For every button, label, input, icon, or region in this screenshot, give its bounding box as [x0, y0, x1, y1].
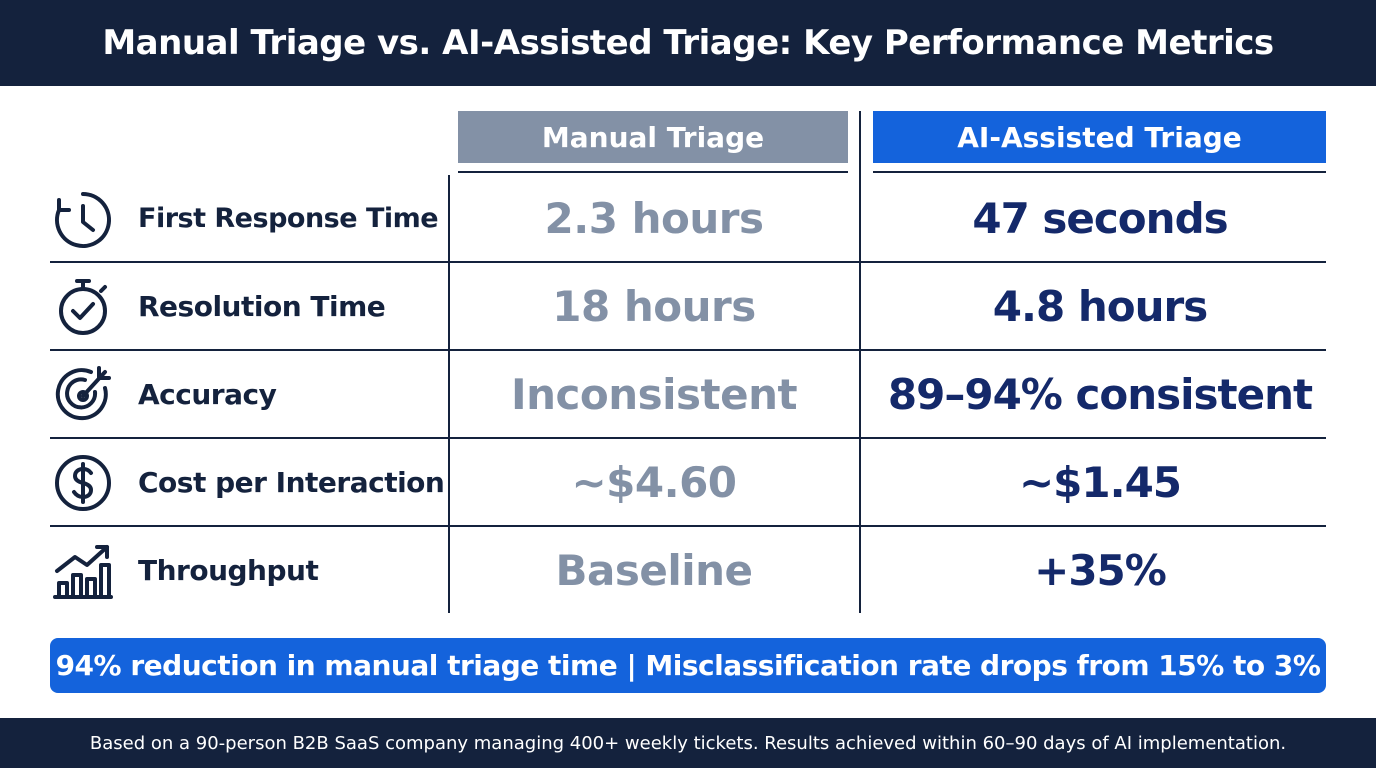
ai-value: +35%: [1034, 545, 1167, 595]
metric-label: Cost per Interaction: [138, 465, 445, 499]
footer-note: Based on a 90-person B2B SaaS company ma…: [0, 718, 1376, 768]
ai-value: 89–94% consistent: [887, 369, 1313, 419]
ai-value: 4.8 hours: [992, 281, 1208, 331]
summary-banner: 94% reduction in manual triage time | Mi…: [50, 638, 1326, 693]
stopwatch-icon: [50, 274, 116, 340]
manual-value: 2.3 hours: [544, 193, 764, 243]
manual-value: Inconsistent: [510, 369, 798, 419]
metric-label: First Response Time: [138, 202, 439, 234]
page-title: Manual Triage vs. AI-Assisted Triage: Ke…: [102, 23, 1274, 63]
row-divider: [50, 437, 1326, 439]
column-header-manual: Manual Triage: [458, 111, 848, 163]
metric-label: Throughput: [138, 553, 319, 587]
ai-value: ~$1.45: [1018, 457, 1182, 507]
growth-chart-icon: [50, 538, 116, 604]
clock-icon: [50, 187, 116, 253]
header-bar: Manual Triage vs. AI-Assisted Triage: Ke…: [0, 0, 1376, 86]
column-divider-left: [448, 175, 450, 613]
manual-value: ~$4.60: [571, 457, 737, 507]
column-header-underline-ai: [873, 171, 1326, 173]
target-icon: [50, 361, 116, 427]
row-divider: [50, 525, 1326, 527]
dollar-icon: [50, 450, 116, 516]
ai-value: 47 seconds: [972, 193, 1228, 243]
row-divider: [50, 261, 1326, 263]
metric-label: Resolution Time: [138, 289, 386, 323]
row-divider: [50, 349, 1326, 351]
metric-label: Accuracy: [138, 377, 277, 411]
column-divider-right: [859, 111, 861, 613]
manual-value: Baseline: [555, 545, 753, 595]
manual-value: 18 hours: [552, 281, 756, 331]
column-header-ai: AI-Assisted Triage: [873, 111, 1326, 163]
column-header-underline-manual: [458, 171, 848, 173]
